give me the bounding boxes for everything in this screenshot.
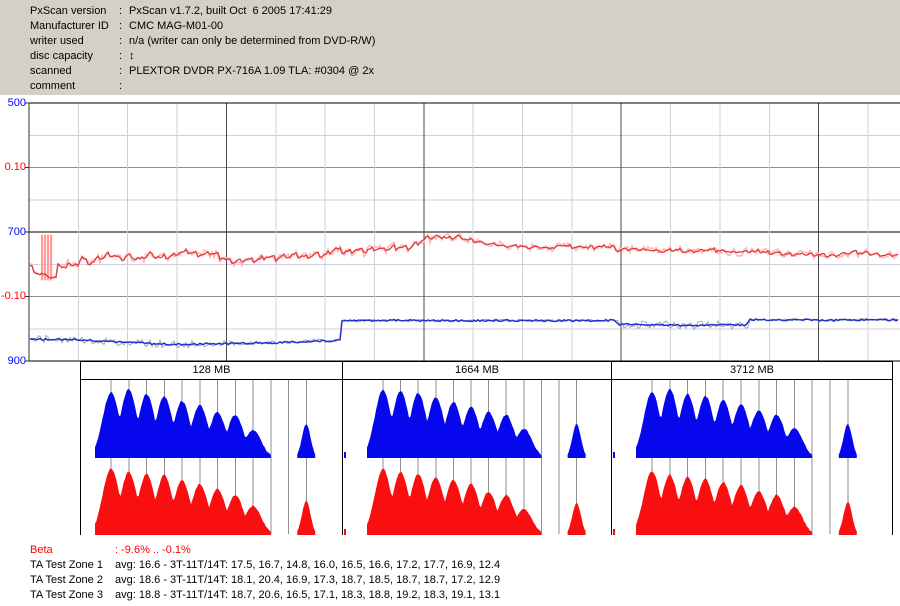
info-value: PxScan v1.7.2, built Oct 6 2005 17:41:29 (129, 5, 333, 17)
info-label: Manufacturer ID (30, 20, 109, 32)
info-row-comment: comment : (0, 80, 900, 95)
ta-zone2-header: 1664 MB (342, 361, 612, 380)
info-value: PLEXTOR DVDR PX-716A 1.09 TLA: #0304 @ 2… (129, 65, 374, 77)
ta-zone1-header: 128 MB (80, 361, 343, 380)
result-value: avg: 18.8 - 3T-11T/14T: 18.7, 20.6, 16.5… (115, 589, 501, 601)
info-value: ↕ (129, 50, 135, 62)
info-separator: : (119, 80, 123, 92)
info-row-version: PxScan version : PxScan v1.7.2, built Oc… (0, 5, 900, 20)
info-value: CMC MAG-M01-00 (129, 20, 224, 32)
info-value: n/a (writer can only be determined from … (129, 35, 376, 47)
info-row-capacity: disc capacity : ↕ (0, 50, 900, 65)
result-label: Beta (30, 544, 53, 556)
result-value: avg: 18.6 - 3T-11T/14T: 18.1, 20.4, 16.9… (115, 574, 501, 586)
y-axis-label-0.10: 0.10 (4, 161, 26, 173)
result-value: : -9.6% .. -0.1% (115, 544, 191, 556)
info-label: PxScan version (30, 5, 107, 17)
info-row-writer: writer used : n/a (writer can only be de… (0, 35, 900, 50)
ta-zone1-result-row: TA Test Zone 1 avg: 16.6 - 3T-11T/14T: 1… (0, 559, 900, 574)
result-label: TA Test Zone 2 (30, 574, 103, 586)
info-separator: : (119, 50, 123, 62)
info-label: writer used (30, 35, 84, 47)
scan-info-panel: PxScan version : PxScan v1.7.2, built Oc… (0, 0, 900, 95)
info-separator: : (119, 65, 123, 77)
y-axis-label-700: 700 (7, 226, 26, 238)
info-separator: : (119, 5, 123, 17)
info-separator: : (119, 35, 123, 47)
info-separator: : (119, 20, 123, 32)
y-axis-label-500: 500 (7, 97, 26, 109)
info-label: comment (30, 80, 76, 92)
ta-zone3-header: 3712 MB (611, 361, 893, 380)
beta-result-row: Beta : -9.6% .. -0.1% (0, 544, 900, 559)
info-row-scanned: scanned : PLEXTOR DVDR PX-716A 1.09 TLA:… (0, 65, 900, 80)
result-value: avg: 16.6 - 3T-11T/14T: 17.5, 16.7, 14.8… (115, 559, 501, 571)
info-label: scanned (30, 65, 72, 77)
result-label: TA Test Zone 3 (30, 589, 103, 601)
info-row-manufacturer: Manufacturer ID : CMC MAG-M01-00 (0, 20, 900, 35)
ta-zone2-result-row: TA Test Zone 2 avg: 18.6 - 3T-11T/14T: 1… (0, 574, 900, 589)
ta-zone3-result-row: TA Test Zone 3 avg: 18.8 - 3T-11T/14T: 1… (0, 589, 900, 604)
result-label: TA Test Zone 1 (30, 559, 103, 571)
info-label: disc capacity (30, 50, 93, 62)
y-axis-label-minus010: -0.10 (0, 290, 26, 302)
y-axis-label-900: 900 (7, 355, 26, 367)
